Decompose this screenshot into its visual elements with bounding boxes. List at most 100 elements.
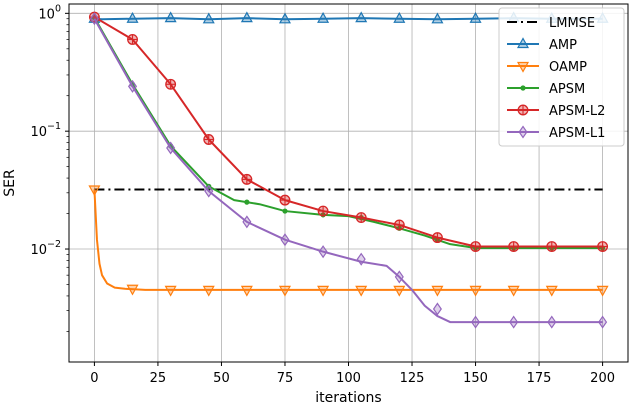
legend-box: [498, 7, 625, 147]
data-point-apsm-l1: [204, 184, 214, 198]
data-point-amp: [202, 12, 215, 24]
legend-item-apsm-l2: APSM-L2: [507, 104, 605, 119]
data-point-apsm-l1: [394, 270, 404, 284]
legend-label: APSM-L2: [549, 104, 605, 119]
y-tick-base: 10: [30, 243, 47, 258]
series-line-oamp: [93, 189, 603, 291]
data-point-apsm-l1: [318, 245, 328, 259]
x-axis: 0 25 50 75 100 125 150 175 200: [90, 362, 615, 386]
data-point-oamp: [278, 285, 291, 297]
data-point-apsm: [282, 208, 288, 214]
series-oamp: [88, 185, 609, 297]
data-point-apsm-l2: [317, 205, 329, 217]
data-point-amp: [431, 12, 444, 24]
data-point-apsm-l2: [165, 78, 177, 90]
data-point-apsm: [244, 199, 250, 205]
y-tick-label: 10−1: [30, 121, 61, 140]
series-line-apsm-l2: [93, 16, 603, 248]
legend-marker: [516, 61, 530, 73]
data-point-amp: [240, 11, 253, 23]
data-point-oamp: [126, 284, 139, 296]
x-axis-label: iterations: [315, 390, 381, 406]
x-tick-label: 150: [463, 371, 488, 386]
legend-item-apsm-l1: APSM-L1: [507, 125, 605, 141]
y-tick-exponent: 0: [55, 3, 61, 14]
y-axis-label: SER: [2, 169, 18, 197]
data-point-oamp: [545, 285, 558, 297]
data-point-apsm-l2: [203, 134, 215, 145]
data-point-amp: [317, 11, 330, 23]
y-tick-label: 100: [38, 3, 61, 22]
legend-label: APSM-L1: [549, 126, 605, 141]
data-point-oamp: [202, 285, 215, 297]
data-point-amp: [164, 11, 177, 23]
y-tick-base: 10: [38, 7, 55, 22]
data-point-oamp: [469, 285, 482, 297]
legend-item-apsm: APSM: [507, 82, 585, 97]
data-point-oamp: [88, 185, 101, 197]
data-point-apsm-l2: [597, 241, 609, 252]
data-point-oamp: [596, 285, 609, 297]
data-point-apsm-l1: [89, 12, 99, 26]
data-point-apsm-l2: [127, 34, 138, 45]
legend-item-oamp: OAMP: [507, 60, 587, 75]
x-tick-label: 50: [213, 371, 230, 386]
data-point-apsm-l1: [242, 215, 252, 229]
data-point-oamp: [507, 285, 520, 297]
series-layer: [88, 11, 609, 329]
data-point-apsm-l2: [241, 173, 253, 185]
y-tick-base: 10: [30, 125, 47, 140]
x-tick-label: 125: [400, 371, 425, 386]
legend-marker: [517, 104, 529, 116]
x-tick-label: 0: [90, 371, 98, 386]
legend-item-lmmse: LMMSE: [507, 16, 595, 31]
data-point-amp: [469, 11, 482, 23]
data-point-apsm-l2: [508, 241, 520, 252]
y-tick-exponent: −2: [47, 239, 61, 250]
legend-label: OAMP: [549, 60, 587, 75]
series-apsm-l1: [89, 12, 608, 329]
data-point-oamp: [317, 285, 330, 297]
legend-label: APSM: [549, 82, 585, 97]
legend-label: LMMSE: [549, 16, 595, 31]
x-tick-label: 100: [336, 371, 361, 386]
legend-item-amp: AMP: [507, 37, 577, 53]
data-point-apsm-l2: [279, 194, 291, 206]
series-apsm-l2: [88, 11, 609, 252]
data-point-apsm-l1: [280, 233, 290, 247]
legend-marker: [520, 85, 526, 91]
legend: LMMSE AMP OAMP APSM APSM-L2 APSM-L1: [498, 7, 625, 147]
legend-marker: [516, 37, 530, 49]
data-point-apsm-l2: [470, 241, 481, 252]
x-tick-label: 75: [277, 371, 294, 386]
data-point-apsm-l1: [547, 315, 557, 329]
series-line-apsm-l1: [93, 18, 603, 324]
data-point-oamp: [431, 285, 444, 297]
data-point-amp: [393, 11, 406, 23]
data-point-oamp: [164, 285, 177, 297]
data-point-oamp: [393, 285, 406, 297]
data-point-apsm-l1: [166, 141, 176, 155]
data-point-apsm-l1: [356, 252, 366, 266]
data-point-apsm-l1: [471, 315, 481, 329]
data-point-apsm-l1: [509, 315, 519, 329]
data-point-amp: [278, 12, 291, 24]
data-point-apsm-l2: [355, 212, 367, 223]
x-tick-label: 25: [150, 371, 167, 386]
data-point-oamp: [240, 285, 253, 297]
data-point-apsm-l2: [431, 232, 443, 244]
y-tick-label: 10−2: [30, 239, 61, 258]
data-point-amp: [355, 11, 368, 23]
x-tick-label: 200: [590, 371, 615, 386]
data-point-oamp: [355, 285, 368, 297]
x-tick-label: 175: [527, 371, 552, 386]
data-point-apsm-l1: [127, 79, 138, 93]
data-point-amp: [126, 11, 139, 23]
legend-label: AMP: [549, 38, 577, 53]
data-point-apsm-l1: [598, 315, 608, 329]
legend-marker: [518, 125, 528, 139]
data-point-apsm-l1: [432, 302, 442, 316]
data-point-apsm-l2: [393, 219, 405, 231]
